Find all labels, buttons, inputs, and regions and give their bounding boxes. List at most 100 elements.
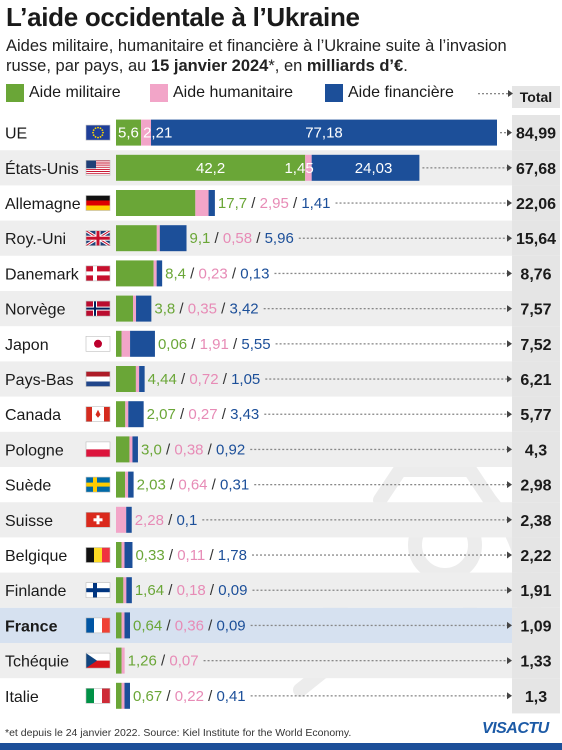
leader-dot: [502, 167, 505, 169]
leader-dot: [494, 167, 497, 169]
leader-dot: [299, 343, 302, 345]
leader-dot: [448, 589, 451, 591]
leader-dot: [393, 378, 396, 380]
leader-dot: [467, 202, 470, 204]
leader-dot: [428, 554, 431, 556]
leader-dot: [424, 589, 427, 591]
leader-dot: [492, 554, 495, 556]
leader-dot: [326, 448, 329, 451]
leader-dot: [341, 378, 344, 380]
flag-part: [94, 547, 102, 563]
leader-dot: [284, 413, 287, 415]
leader-dot: [306, 237, 309, 239]
bar-financial: [151, 119, 497, 146]
total-cell: [512, 361, 560, 397]
bar-financial: [311, 154, 420, 181]
leader-dot: [431, 202, 434, 204]
leader-dot: [458, 237, 461, 239]
value-labels: 2,28 / 0,1: [135, 512, 198, 529]
leader-dot: [370, 272, 373, 275]
leader-dot: [452, 413, 455, 415]
country-label: France: [5, 618, 58, 635]
leader-dot: [374, 237, 377, 239]
leader-dot: [478, 484, 481, 486]
leader-dot: [227, 660, 230, 662]
chart-row: Pays-Bas 4,44 / 0,72 / 1,05 6,21: [0, 361, 560, 397]
leader-dot: [395, 308, 398, 310]
leader-dot: [499, 660, 502, 662]
leader-dot: [486, 237, 489, 239]
leader-dot: [442, 167, 445, 169]
value-label-military: 3,0: [141, 441, 162, 458]
flag-part: [86, 166, 110, 168]
leader-dot: [442, 448, 445, 451]
leader-dot: [290, 695, 293, 697]
leader-dot: [380, 589, 383, 591]
flag-border: [85, 511, 111, 528]
leader-dot: [392, 413, 395, 415]
leader-dot: [383, 308, 386, 310]
leader-dot: [505, 378, 508, 380]
leader-dot: [419, 660, 422, 662]
leader-dot: [479, 202, 482, 204]
leader-dot: [386, 695, 389, 697]
leader-dot: [348, 589, 351, 591]
ca-flag-icon: [85, 406, 111, 423]
total-value: 84,99: [516, 126, 556, 143]
leader-dot: [243, 660, 246, 662]
total-cell: [512, 467, 560, 503]
leader-dot: [414, 519, 417, 521]
leader-dot: [480, 589, 483, 591]
leader-dot: [386, 624, 389, 627]
flag-star: [101, 129, 104, 132]
value-separator: /: [206, 582, 219, 599]
leader-dot: [329, 378, 332, 380]
leader-dot: [499, 202, 502, 204]
leader-dot: [410, 695, 413, 697]
leader-dot: [454, 167, 457, 169]
leader-dot: [268, 413, 271, 415]
leader-dot: [426, 167, 429, 169]
value-label-financial: 0,31: [220, 477, 249, 494]
leader-dot: [317, 378, 320, 380]
flag-part: [86, 172, 110, 174]
total-value: 8,76: [520, 266, 551, 283]
leader-dot: [338, 237, 341, 239]
flag-part: [86, 441, 110, 450]
leader-dot: [442, 695, 445, 697]
leader-dot: [461, 378, 464, 380]
leader-dot: [326, 624, 329, 627]
leader-dot: [430, 519, 433, 521]
leader-dot: [202, 519, 205, 521]
leader-dot: [482, 167, 485, 169]
value-label-humanitarian: 2,28: [135, 512, 164, 529]
leader-dot: [471, 343, 474, 345]
leader-dot: [290, 484, 293, 486]
leader-dot: [455, 343, 458, 345]
leader-dot: [434, 519, 437, 521]
value-separator: /: [208, 477, 221, 494]
leader-dot: [384, 554, 387, 556]
leader-dot: [372, 413, 375, 415]
leader-dot: [280, 589, 283, 591]
country-label: Danemark: [5, 266, 80, 283]
leader-dot: [372, 589, 375, 591]
flag-part: [86, 167, 110, 169]
leader-dot: [440, 589, 443, 591]
leader-dot: [289, 378, 292, 380]
flag-part: [94, 617, 102, 633]
legend-swatch-humanitarian: [150, 84, 168, 102]
leader-dot: [378, 484, 381, 486]
leader-dot: [462, 484, 465, 486]
leader-dot: [291, 343, 294, 345]
leader-dot: [314, 237, 317, 239]
leader-dot: [323, 343, 326, 345]
country-label: Finlande: [5, 583, 66, 600]
total-cell: [512, 255, 560, 291]
value-label-humanitarian: 0,23: [199, 265, 228, 282]
flag-part: [86, 164, 110, 166]
leader-dot: [418, 237, 421, 239]
leader-dot: [386, 237, 389, 239]
leader-dot: [362, 272, 365, 275]
leader-dot: [352, 554, 355, 556]
